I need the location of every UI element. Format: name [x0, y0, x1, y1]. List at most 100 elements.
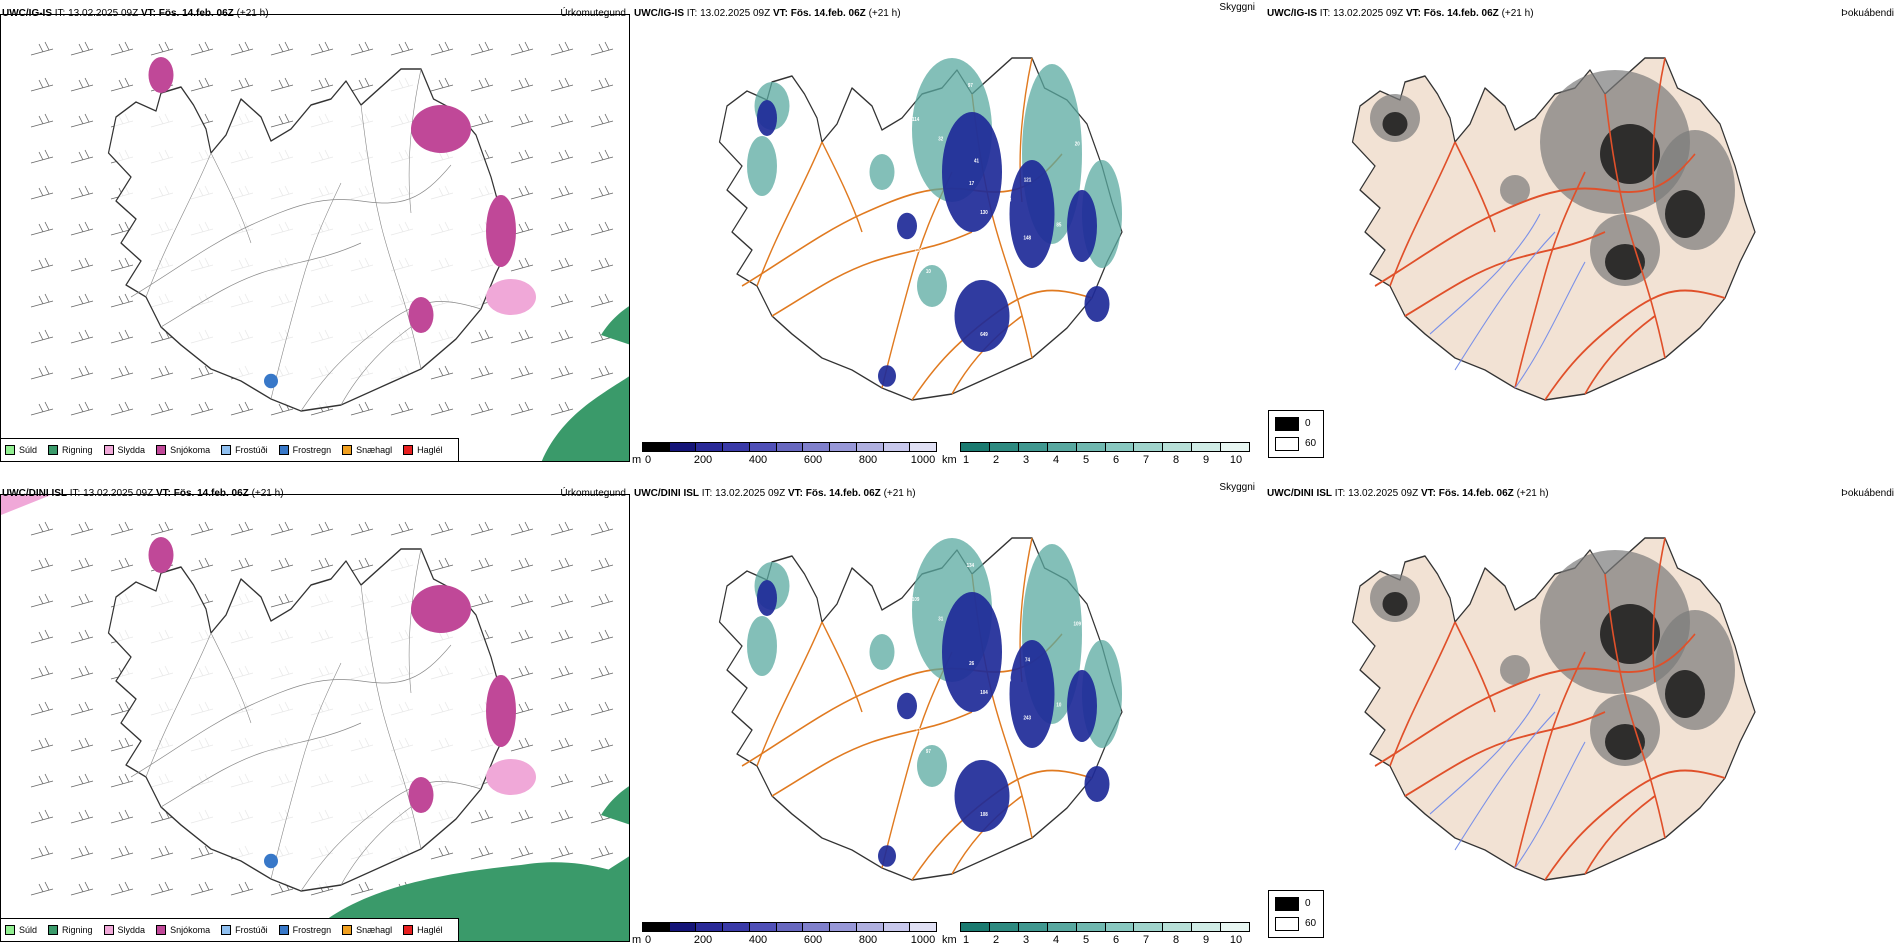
colorbar-tick-label: 6	[1112, 934, 1120, 946]
cloud-value-label: 20	[1075, 141, 1080, 148]
legend-swatch	[5, 925, 15, 935]
fog-map[interactable]	[1265, 14, 1900, 434]
colorbar-tick-label: 3	[1022, 454, 1030, 466]
colorbar-cell	[1047, 923, 1077, 931]
precip-map	[1, 495, 629, 941]
cloud-value-label: 125	[957, 726, 965, 733]
legend-swatch	[156, 445, 167, 455]
cloud-base-panel: 104 93 31 92 14 109 17 17 243 169 91 108 96 46 86 109 74…	[632, 480, 1265, 950]
legend-item: Frostúði	[221, 925, 268, 935]
legend-swatch	[403, 445, 414, 455]
cloud-value-label: 14	[958, 246, 963, 253]
legend-swatch	[103, 925, 114, 935]
cloud-value-label: 130	[980, 210, 988, 217]
legend-swatch	[48, 445, 59, 455]
colorbar-cell	[883, 923, 911, 931]
cloud-value-label: 104	[980, 690, 988, 697]
fog-label-60: 60	[1305, 438, 1317, 449]
cloud-value-label: 105	[879, 298, 887, 305]
cloud-value-label: 92	[755, 215, 760, 222]
colorbar-tick-label: 7	[1142, 454, 1150, 466]
legend-swatch	[278, 925, 289, 935]
colorbar-tick-label: 5	[1082, 454, 1090, 466]
cloud-value-label: 17	[894, 639, 899, 646]
legend-label: Slydda	[117, 445, 146, 455]
legend-label: Frostregn	[292, 925, 332, 935]
height-colorbar: m 0 200 400 600 800 1000	[632, 922, 937, 946]
colorbar-cell	[830, 443, 857, 451]
cloud-value-label: 70	[873, 221, 878, 228]
cloud-value-label: 92	[1005, 762, 1010, 769]
cloud-value-label: 106	[754, 695, 762, 702]
fog-label-0: 0	[1305, 898, 1311, 909]
colorbar-unit: km	[942, 454, 957, 466]
colorbar-cell	[989, 443, 1019, 451]
cloud-value-label: 11	[784, 191, 789, 198]
colorbar-tick-label: 9	[1202, 454, 1210, 466]
cloud-map[interactable]: 130 133 32 11 11 20 110 17 148 18 200 649 132 58 115 11…	[632, 14, 1265, 434]
colorbar-tick-label: 1000	[910, 934, 936, 946]
colorbar-cell	[1134, 443, 1164, 451]
panel-name: Skyggni	[1219, 2, 1255, 13]
legend-item: Snæhagl	[342, 925, 392, 935]
legend-label: Súld	[19, 925, 38, 935]
cloud-value-label: 11	[1005, 282, 1010, 289]
legend-label: Rigning	[62, 445, 93, 455]
legend-item: Súld	[5, 445, 37, 455]
colorbar-cell	[1163, 443, 1193, 451]
cloud-value-label: 85	[1056, 222, 1061, 229]
colorbar-cell	[989, 923, 1019, 931]
visibility-colorbar: km 1 2 3 4 5 6 7 8 9 10	[942, 442, 1252, 466]
colorbar-tick-label: 400	[748, 454, 768, 466]
colorbar-cell	[723, 923, 750, 931]
colorbar-tick-label: 3	[1022, 934, 1030, 946]
cloud-value-label: 121	[1024, 177, 1032, 184]
colorbar-cell	[1221, 923, 1250, 931]
colorbar-tick-label: 400	[748, 934, 768, 946]
precip-type-panel: Súld Rigning Slydda Snjókoma Frostúði Frostre…	[0, 480, 632, 950]
colorbar-cell	[856, 443, 884, 451]
colorbar-cell	[961, 443, 990, 451]
cloud-map[interactable]: 104 93 31 92 14 109 17 17 243 169 91 108 96 46 86 109 74…	[632, 494, 1265, 914]
cloud-value-label: 26	[969, 661, 974, 668]
precip-map-frame[interactable]: Súld Rigning Slydda Snjókoma Frostúði Frostre…	[0, 494, 630, 942]
fog-colorbar: 0 60	[1268, 890, 1324, 938]
cloud-value-label: 90	[863, 631, 868, 638]
cloud-value-label: 200	[992, 110, 1000, 117]
colorbar-tick-label: 10	[1229, 934, 1243, 946]
cloud-base-panel: 130 133 32 11 11 20 110 17 148 18 200 649 132 58 115 11…	[632, 0, 1265, 470]
panel-header: UWC/IG-IS IT: 13.02.2025 09Z VT: Fös. 14…	[2, 8, 269, 19]
colorbar-cell	[723, 443, 750, 451]
cloud-value-label: 19	[877, 103, 882, 110]
cloud-value-label: 31	[938, 616, 943, 623]
colorbar-tick-label: 600	[803, 454, 823, 466]
colorbar-cell	[1018, 923, 1048, 931]
cloud-value-label: 110	[915, 248, 922, 255]
colorbar-tick-label: 800	[858, 934, 878, 946]
cloud-value-label: 38	[1087, 750, 1092, 757]
cloud-value-label: 41	[974, 158, 979, 165]
colorbar-cell	[669, 923, 697, 931]
legend-item: Rigning	[48, 445, 93, 455]
legend-swatch	[342, 925, 353, 935]
colorbar-cell	[1163, 923, 1193, 931]
cloud-value-label: 46	[1006, 677, 1011, 684]
colorbar-tick-label: 1	[962, 454, 970, 466]
precip-map-frame[interactable]: Súld Rigning Slydda Snjókoma Frostúði Frostre…	[0, 14, 630, 462]
colorbar-labels: 1 2 3 4 5 6 7 8 9 10	[960, 454, 1250, 466]
legend-label: Snæhagl	[356, 925, 393, 935]
colorbar-tick-label: 2	[992, 934, 1000, 946]
legend-item: Haglél	[403, 925, 443, 935]
fog-swatch-0	[1275, 897, 1299, 911]
colorbar-cell	[749, 923, 777, 931]
forecast-row-ig: Súld Rigning Slydda Snjókoma Frostúði Frostre…	[0, 0, 1900, 470]
cloud-value-label: 32	[938, 136, 943, 143]
fog-map[interactable]	[1265, 494, 1900, 914]
colorbar-cell	[776, 923, 804, 931]
colorbar-tick-label: 200	[693, 454, 713, 466]
legend-swatch	[403, 925, 414, 935]
colorbar-tick-label: 9	[1202, 934, 1210, 946]
colorbar-unit: m	[632, 934, 642, 946]
cloud-value-label: 96	[882, 669, 887, 676]
cloud-value-label: 114	[912, 117, 919, 124]
